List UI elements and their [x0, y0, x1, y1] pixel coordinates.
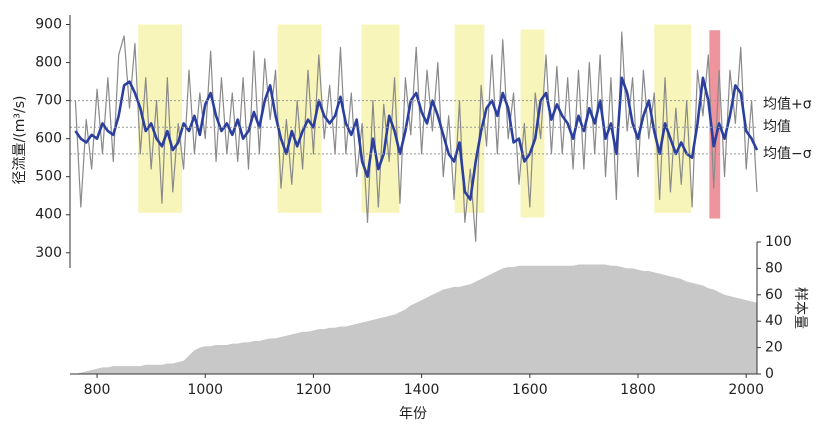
x-tick-label: 1600: [512, 382, 548, 398]
period-band: [709, 30, 721, 219]
period-band: [520, 29, 545, 218]
y2-tick-label: 40: [765, 313, 783, 329]
y-tick-label: 700: [35, 93, 62, 109]
reference-label: 均值+σ: [763, 97, 812, 113]
x-tick-label: 1000: [187, 382, 223, 398]
reference-label: 均值−σ: [763, 146, 812, 162]
series-line: [74, 76, 759, 201]
period-band: [138, 24, 182, 213]
reference-label: 均值: [763, 119, 791, 135]
x-tick-label: 1200: [296, 382, 332, 398]
x-axis-label: 年份: [399, 406, 427, 422]
y2-tick-label: 0: [765, 366, 774, 382]
y-tick-label: 400: [35, 207, 62, 223]
period-band: [361, 24, 400, 213]
y-tick-label: 900: [35, 17, 62, 33]
sample-area: [75, 264, 758, 374]
y-axis-label: 径流量/(m³/s): [12, 96, 28, 185]
x-tick-label: 2000: [728, 382, 764, 398]
y2-axis-label: 样本量: [792, 287, 808, 329]
x-tick-label: 800: [84, 382, 111, 398]
y-tick-label: 300: [35, 245, 62, 261]
y2-tick-label: 80: [765, 260, 783, 276]
y-tick-label: 800: [35, 55, 62, 71]
y-tick-label: 600: [35, 131, 62, 147]
y-tick-label: 500: [35, 169, 62, 185]
y2-tick-label: 60: [765, 287, 783, 303]
series-line: [74, 31, 758, 242]
y2-tick-label: 100: [765, 234, 792, 250]
x-tick-label: 1800: [620, 382, 656, 398]
x-tick-label: 1400: [404, 382, 440, 398]
y2-tick-label: 20: [765, 340, 783, 356]
